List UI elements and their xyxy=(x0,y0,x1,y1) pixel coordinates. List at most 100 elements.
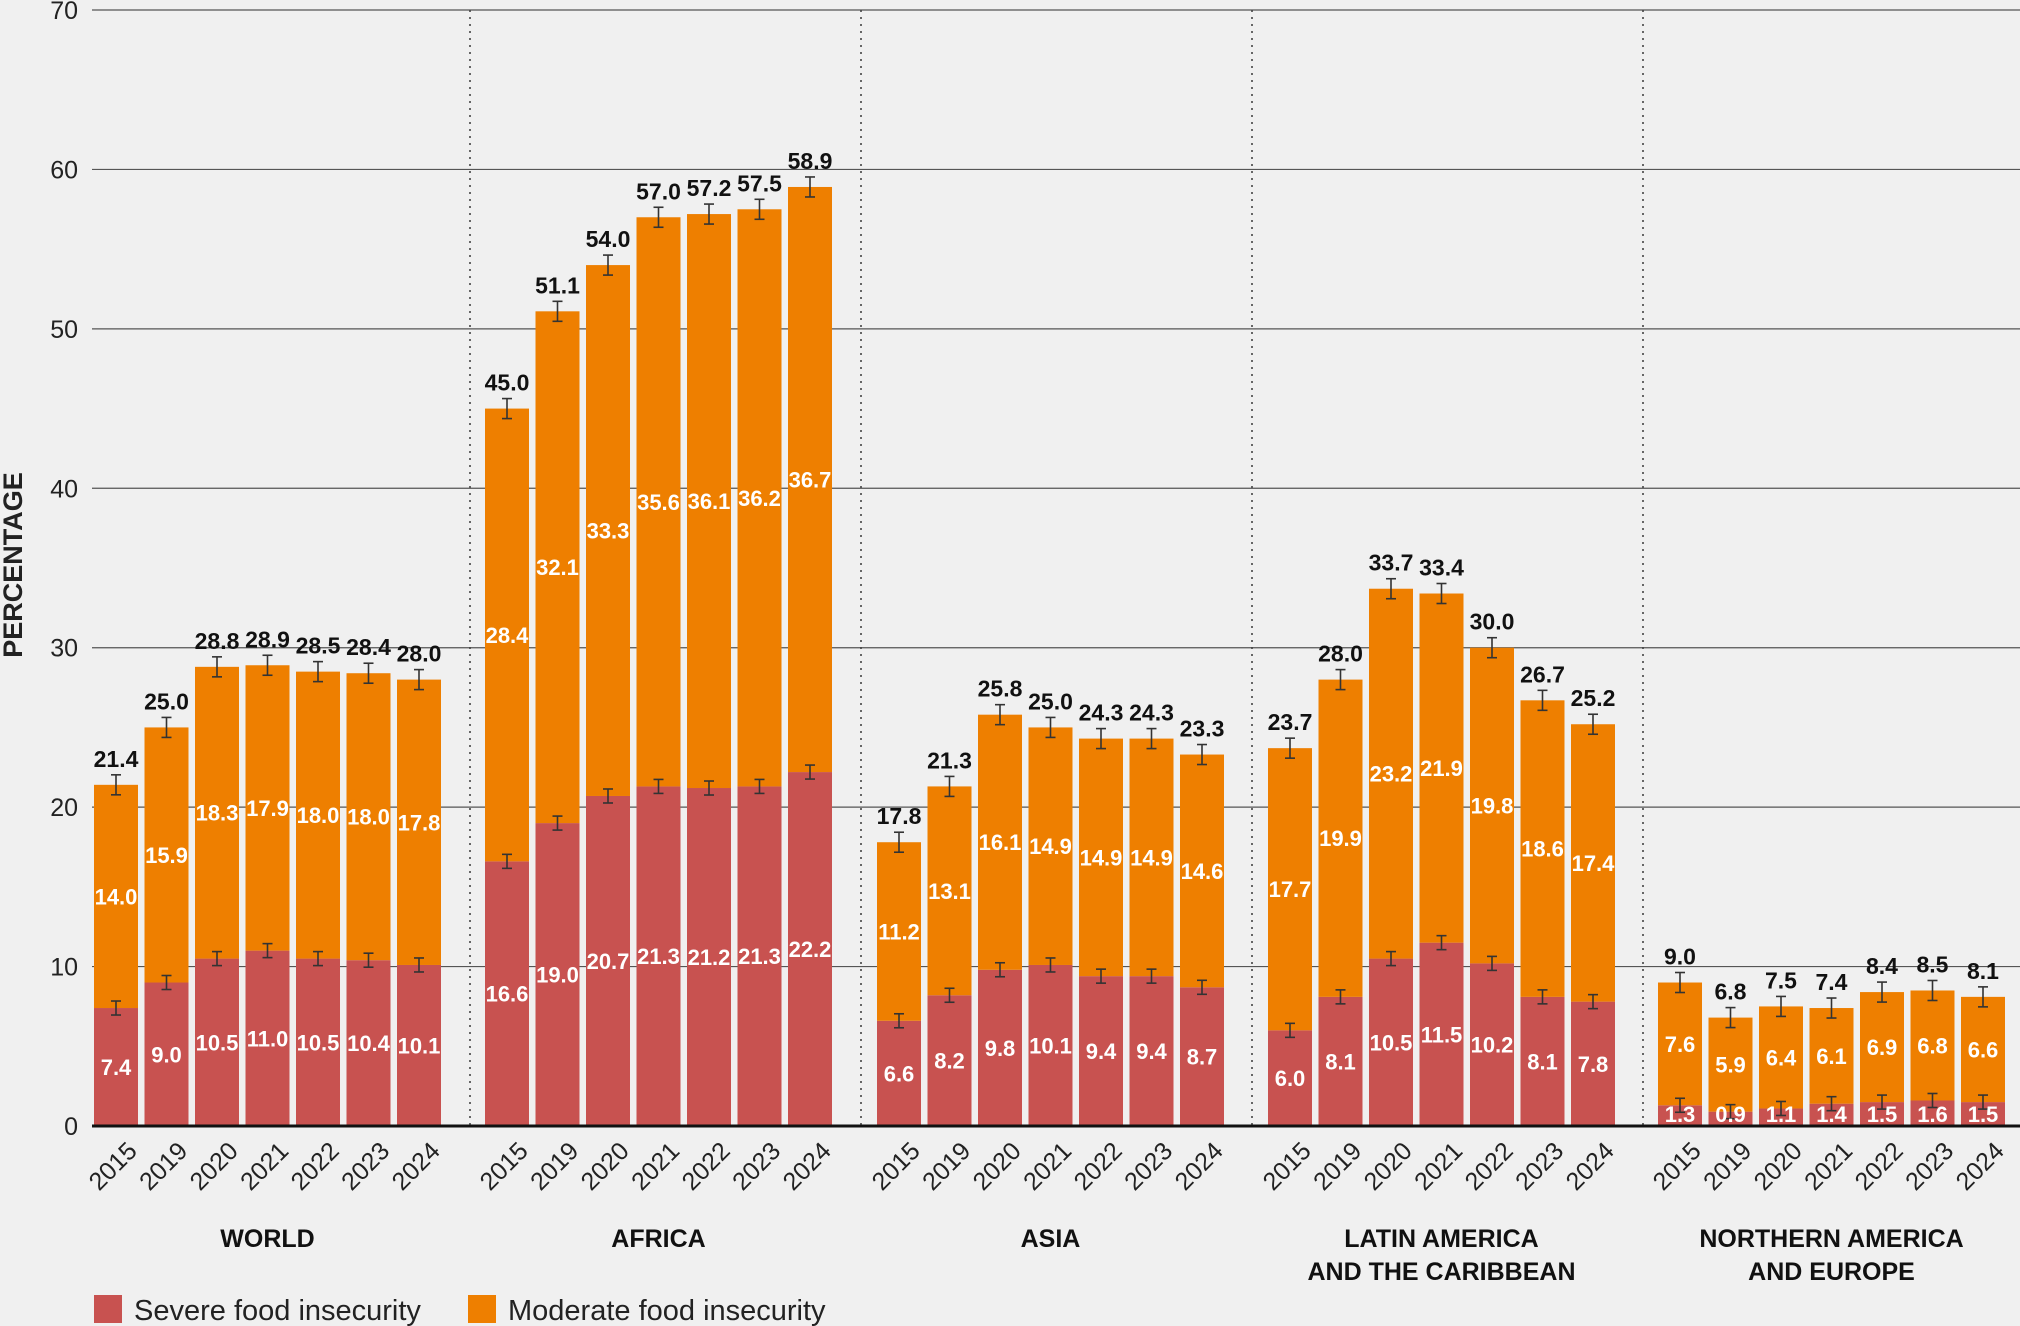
y-tick-label: 50 xyxy=(50,316,78,344)
bar-moderate xyxy=(788,186,832,773)
group-label: AFRICA xyxy=(611,1225,705,1253)
group-label: ASIA xyxy=(1021,1225,1081,1253)
bar-total-label: 17.8 xyxy=(877,803,922,829)
bar-severe xyxy=(1268,1030,1312,1126)
bar-moderate xyxy=(144,727,189,983)
moderate-value-label: 13.1 xyxy=(928,879,971,904)
bar-total-label: 25.0 xyxy=(1028,688,1073,714)
bar-moderate xyxy=(1369,588,1413,959)
moderate-value-label: 33.3 xyxy=(587,519,630,544)
severe-value-label: 7.4 xyxy=(101,1055,132,1080)
severe-value-label: 1.4 xyxy=(1816,1102,1847,1127)
x-tick-label: 2020 xyxy=(576,1137,635,1196)
bar-severe xyxy=(737,786,782,1126)
severe-value-label: 6.6 xyxy=(884,1061,915,1086)
bar-severe xyxy=(485,861,529,1126)
x-tick-label: 2015 xyxy=(475,1137,534,1196)
bar-total-label: 21.3 xyxy=(927,747,972,773)
bar-moderate xyxy=(1268,748,1312,1031)
severe-value-label: 10.5 xyxy=(1370,1030,1413,1055)
bar-total-label: 28.0 xyxy=(1318,641,1363,667)
moderate-value-label: 18.3 xyxy=(196,801,239,826)
bar-total-label: 57.0 xyxy=(636,178,681,204)
bar-moderate xyxy=(535,311,580,824)
moderate-value-label: 21.9 xyxy=(1420,756,1463,781)
bar-total-label: 25.2 xyxy=(1571,685,1616,711)
group-label: AND THE CARIBBEAN xyxy=(1307,1258,1575,1286)
bar-severe xyxy=(1809,1103,1854,1126)
x-tick-label: 2019 xyxy=(917,1137,976,1196)
severe-value-label: 0.9 xyxy=(1715,1102,1746,1127)
bar-total-label: 26.7 xyxy=(1520,661,1565,687)
bar-moderate xyxy=(1129,738,1174,977)
bar-severe xyxy=(927,995,972,1126)
bar-severe xyxy=(296,958,340,1126)
bar-total-label: 57.2 xyxy=(687,175,732,201)
moderate-value-label: 14.9 xyxy=(1080,845,1123,870)
x-tick-label: 2024 xyxy=(387,1137,446,1196)
x-tick-label: 2023 xyxy=(1900,1137,1959,1196)
bar-total-label: 28.0 xyxy=(397,641,442,667)
bar-total-label: 24.3 xyxy=(1129,700,1174,726)
bar-severe xyxy=(195,958,239,1126)
x-tick-label: 2021 xyxy=(1018,1137,1077,1196)
bar-moderate xyxy=(1658,982,1702,1106)
bar-total-label: 24.3 xyxy=(1079,700,1124,726)
y-tick-label: 40 xyxy=(50,475,78,503)
bar-severe xyxy=(1470,963,1514,1126)
bar-moderate xyxy=(927,786,972,996)
bar-severe xyxy=(978,969,1022,1126)
x-tick-label: 2021 xyxy=(1409,1137,1468,1196)
moderate-value-label: 6.9 xyxy=(1867,1035,1898,1060)
moderate-value-label: 17.9 xyxy=(246,796,289,821)
x-tick-label: 2019 xyxy=(134,1137,193,1196)
bar-severe xyxy=(245,950,290,1126)
severe-value-label: 8.1 xyxy=(1527,1049,1558,1074)
moderate-value-label: 6.6 xyxy=(1968,1037,1999,1062)
bar-severe xyxy=(144,982,189,1126)
moderate-value-label: 5.9 xyxy=(1715,1053,1746,1078)
moderate-value-label: 19.9 xyxy=(1319,826,1362,851)
bar-severe xyxy=(535,823,580,1126)
y-axis-label: PERCENTAGE xyxy=(0,472,28,658)
x-tick-label: 2024 xyxy=(778,1137,837,1196)
x-tick-label: 2015 xyxy=(1258,1137,1317,1196)
bar-total-label: 23.7 xyxy=(1268,709,1313,735)
y-tick-label: 20 xyxy=(50,794,78,822)
bar-severe xyxy=(1318,996,1363,1126)
legend-swatch-severe xyxy=(94,1295,122,1323)
severe-value-label: 10.5 xyxy=(196,1030,239,1055)
x-tick-label: 2024 xyxy=(1170,1137,1229,1196)
x-tick-label: 2022 xyxy=(677,1137,736,1196)
severe-value-label: 11.0 xyxy=(247,1026,289,1051)
severe-value-label: 9.4 xyxy=(1136,1039,1167,1064)
bar-severe xyxy=(346,960,391,1126)
x-tick-label: 2019 xyxy=(525,1137,584,1196)
x-tick-label: 2023 xyxy=(1119,1137,1178,1196)
bar-moderate xyxy=(94,784,138,1009)
severe-value-label: 7.8 xyxy=(1578,1052,1609,1077)
bar-total-label: 8.5 xyxy=(1917,951,1949,977)
bar-moderate xyxy=(195,666,239,959)
bar-total-label: 57.5 xyxy=(737,170,782,196)
severe-value-label: 9.8 xyxy=(985,1036,1016,1061)
bar-total-label: 8.1 xyxy=(1967,958,1999,984)
bar-total-label: 8.4 xyxy=(1866,953,1898,979)
moderate-value-label: 14.0 xyxy=(95,884,138,909)
x-tick-label: 2023 xyxy=(727,1137,786,1196)
moderate-value-label: 32.1 xyxy=(536,555,579,580)
legend: Severe food insecurity Moderate food inse… xyxy=(94,1295,826,1326)
bar-severe xyxy=(1520,996,1565,1126)
moderate-value-label: 35.6 xyxy=(637,490,680,515)
y-tick-label: 70 xyxy=(50,0,78,25)
bar-total-label: 25.8 xyxy=(978,676,1023,702)
moderate-value-label: 6.1 xyxy=(1816,1044,1847,1069)
bar-moderate xyxy=(1419,593,1464,943)
x-tick-label: 2021 xyxy=(235,1137,294,1196)
moderate-value-label: 15.9 xyxy=(145,843,188,868)
legend-swatch-moderate xyxy=(468,1295,496,1323)
severe-value-label: 6.0 xyxy=(1275,1066,1306,1091)
bar-total-label: 28.8 xyxy=(195,628,240,654)
bar-moderate xyxy=(1860,992,1904,1103)
y-tick-label: 10 xyxy=(50,954,78,982)
